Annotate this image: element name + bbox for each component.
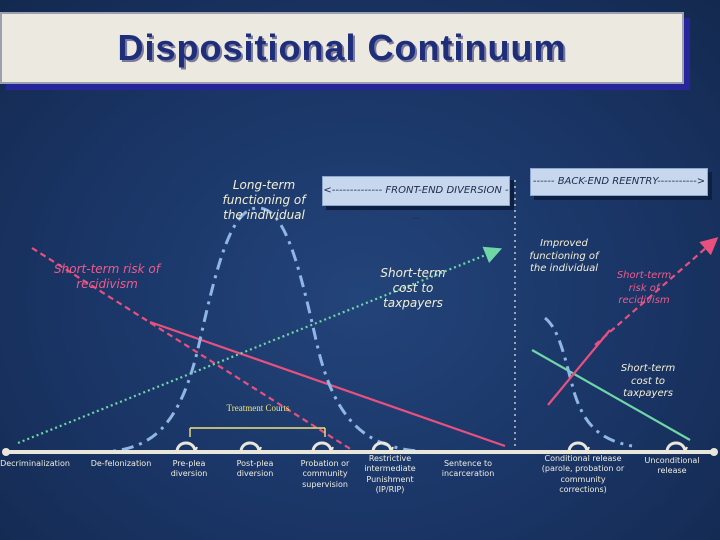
back-end-reentry-label: ------ BACK-END REENTRY-----------> xyxy=(532,176,706,187)
stage-marker xyxy=(371,441,393,453)
stage-marker-tail xyxy=(684,446,688,453)
improved-functioning-label: Improved functioning of the individual xyxy=(529,238,599,274)
stage-incarceration: Sentence to incarceration xyxy=(441,459,495,479)
stage-marker-tail xyxy=(194,446,198,453)
treatment-courts-label: Treatment Courts xyxy=(226,403,290,413)
short-term-cost-left-label: Short-term cost to taxpayers xyxy=(380,266,446,310)
stage-decriminalization: Decriminalization xyxy=(0,459,70,468)
stage-marker-tail xyxy=(586,446,590,453)
cost-line-right xyxy=(531,349,691,441)
stage-conditional-release: Conditional release (parole, probation o… xyxy=(541,454,625,495)
risk-line-right-solid xyxy=(547,329,611,406)
stage-marker xyxy=(239,441,261,453)
stage-marker xyxy=(665,441,687,453)
stage-marker xyxy=(175,441,197,453)
front-end-diversion-box: <-------------- FRONT-END DIVERSION --- xyxy=(322,176,510,224)
risk-line-left xyxy=(31,247,353,451)
stage-marker-tail xyxy=(258,446,262,453)
short-term-cost-right-label: Short-term cost to taxpayers xyxy=(620,363,676,399)
page-title: Dispositional Continuum xyxy=(117,27,567,68)
front-end-diversion-label: <-------------- FRONT-END DIVERSION --- xyxy=(323,185,509,224)
stage-unconditional-release: Unconditional release xyxy=(644,456,700,476)
stage-marker xyxy=(311,441,333,453)
axis-endpoint-right xyxy=(710,448,718,456)
cost-line-left xyxy=(17,246,503,445)
short-term-risk-left-label: Short-term risk of recidivism xyxy=(54,262,160,291)
short-term-risk-right-label: Short-term risk of recidivism xyxy=(616,270,672,306)
stage-probation: Probation or community supervision xyxy=(300,459,350,489)
title-banner xyxy=(0,12,684,84)
stage-restrictive-intermediate: Restrictive intermediate Punishment (IP/… xyxy=(364,454,416,495)
stage-marker-tail xyxy=(390,446,394,453)
stage-defelonization: De-felonization xyxy=(90,459,152,468)
stage-marker xyxy=(567,441,589,453)
long-term-functioning-label: Long-term functioning of the individual xyxy=(222,178,306,222)
stage-pre-plea-diversion: Pre-plea diversion xyxy=(170,459,208,479)
back-end-reentry-box: ------ BACK-END REENTRY-----------> xyxy=(530,168,708,196)
stage-marker-tail xyxy=(330,446,334,453)
axis-endpoint-left xyxy=(2,448,10,456)
stage-markers xyxy=(175,441,688,453)
risk-line-left-solid xyxy=(149,320,506,448)
functioning-curve-right xyxy=(543,316,633,448)
stage-post-plea-diversion: Post-plea diversion xyxy=(236,459,274,479)
functioning-curve-left xyxy=(94,206,441,454)
risk-line-right xyxy=(594,237,719,346)
